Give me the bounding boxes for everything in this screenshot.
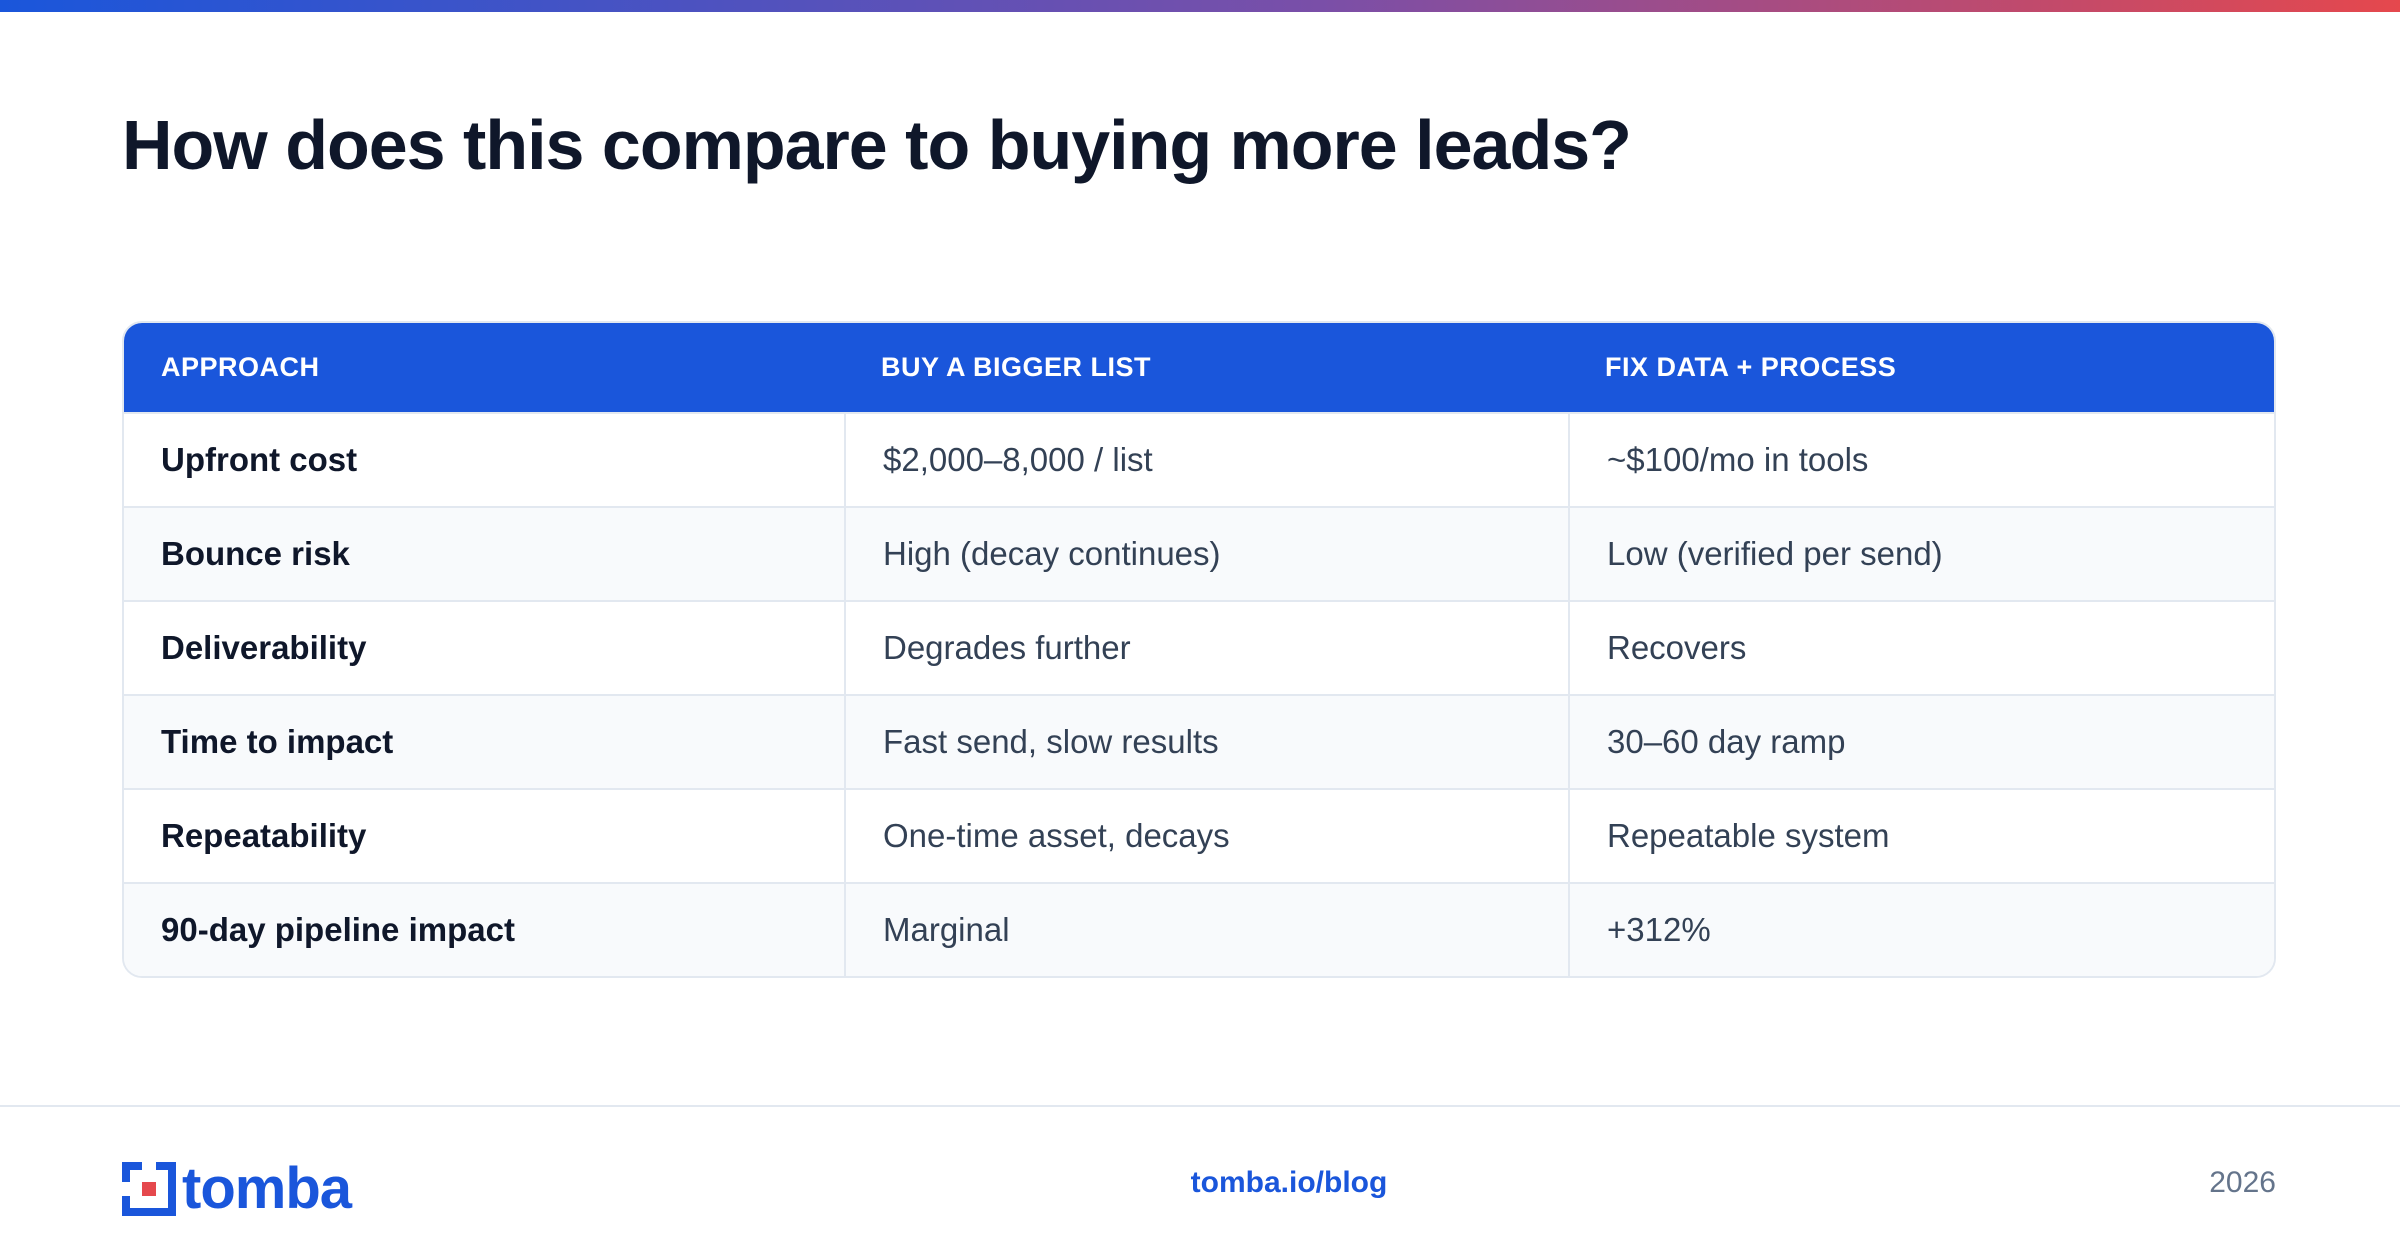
blog-link[interactable]: tomba.io/blog [1190,1166,1388,1199]
table-cell: Recovers [1568,602,2274,694]
table-cell: High (decay continues) [844,508,1568,600]
row-label: Deliverability [161,629,367,666]
comparison-table: APPROACH BUY A BIGGER LIST FIX DATA + PROC… [122,321,2276,978]
table-cell: ~$100/mo in tools [1568,414,2274,506]
column-header: FIX DATA + PROCESS [1605,352,1897,382]
row-label: Bounce risk [161,535,350,572]
table-cell: Fast send, slow results [844,696,1568,788]
logo[interactable]: tomba [122,1155,352,1222]
column-header: APPROACH [161,352,320,382]
row-label: Time to impact [161,723,394,760]
year: 2026 [2209,1166,2276,1199]
table-cell: $2,000–8,000 / list [844,414,1568,506]
row-label: Repeatability [161,817,367,854]
column-header: BUY A BIGGER LIST [881,352,1152,382]
accent-bar [0,0,2400,12]
header-row: APPROACH BUY A BIGGER LIST FIX DATA + PROC… [124,323,2274,412]
table-row: Deliverability Degrades further Recovers [124,600,2274,694]
table-cell: Marginal [844,884,1568,976]
table-cell: Repeatable system [1568,790,2274,882]
table-cell: 30–60 day ramp [1568,696,2274,788]
table-row: 90-day pipeline impact Marginal +312% [124,882,2274,976]
table-row: Time to impact Fast send, slow results 30–… [124,694,2274,788]
row-label: 90-day pipeline impact [161,911,515,948]
table-row: Upfront cost $2,000–8,000 / list ~$100/mo … [124,412,2274,506]
table-cell: Degrades further [844,602,1568,694]
title: How does this compare to buying more lea… [122,106,1632,184]
footer-divider [0,1105,2400,1107]
logo-icon [122,1161,176,1216]
table-row: Repeatability One-time asset, decays Repea… [124,788,2274,882]
table-cell: Low (verified per send) [1568,508,2274,600]
table-row: Bounce risk High (decay continues) Low (ve… [124,506,2274,600]
table-cell: +312% [1568,884,2274,976]
table-cell: One-time asset, decays [844,790,1568,882]
brand-name: tomba [182,1156,352,1221]
row-label: Upfront cost [161,441,358,478]
